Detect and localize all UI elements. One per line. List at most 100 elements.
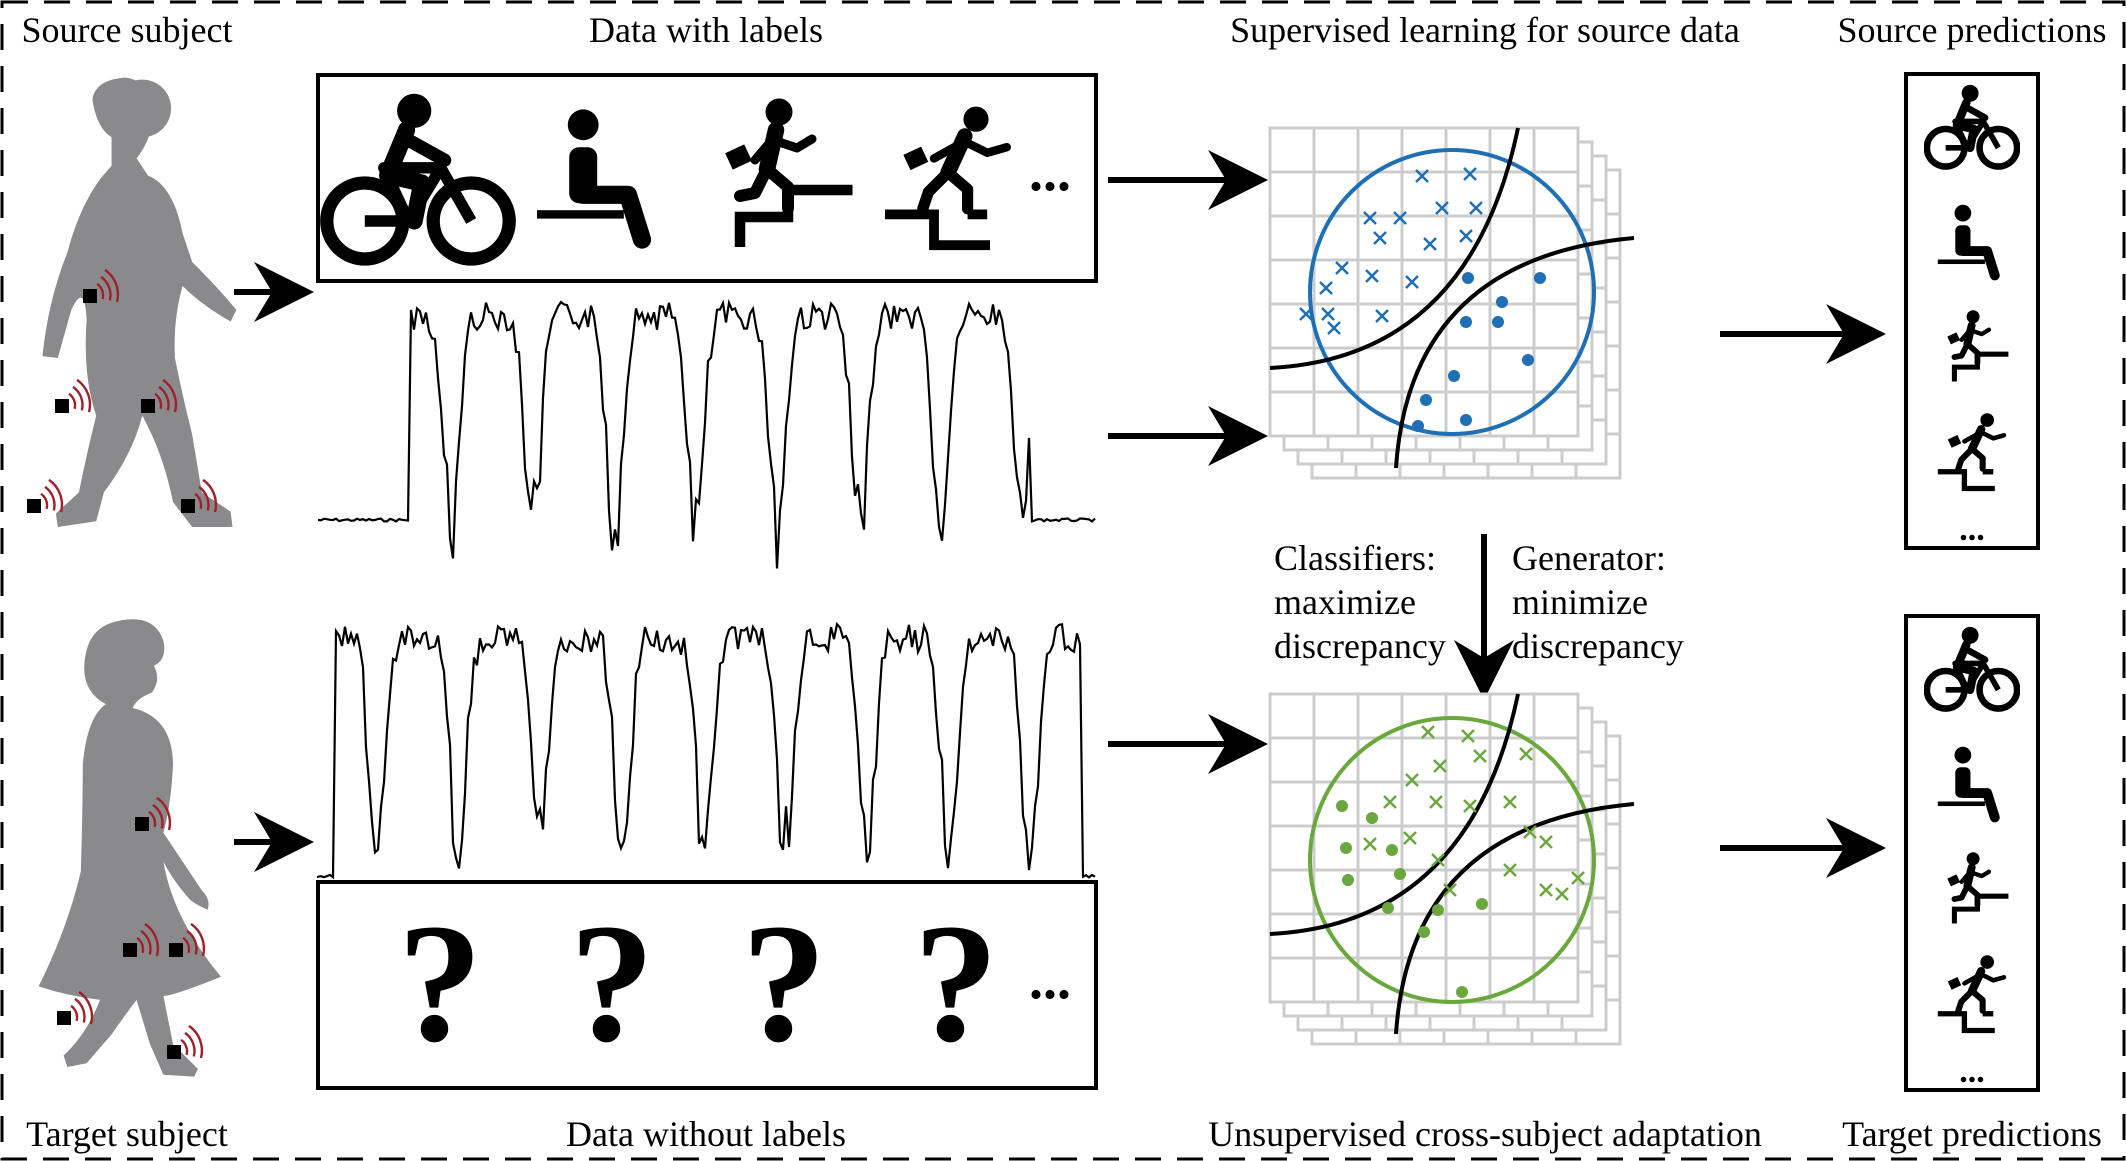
unknown-label-2: ?: [570, 889, 655, 1077]
cross-marker: [1431, 853, 1445, 867]
dot-marker: [1492, 316, 1504, 328]
dot-marker: [1382, 902, 1394, 914]
source-pred-ellipsis: ...: [1959, 511, 1985, 548]
target-predictions-label: Target predictions: [1842, 1114, 2102, 1154]
target-signal-waveform: [316, 621, 1096, 880]
classifiers-label-line3: discrepancy: [1274, 626, 1446, 666]
sensor-wave-icon: [186, 929, 198, 955]
dot-marker: [1432, 904, 1444, 916]
sensor-wave-icon: [154, 392, 163, 410]
target-subject-silhouette: [38, 619, 221, 1077]
dot-marker: [1412, 420, 1424, 432]
cross-marker: [1571, 871, 1585, 885]
decision-boundary-1: [1269, 693, 1520, 936]
sensor-wave-icon: [44, 485, 56, 511]
cross-marker: [1365, 269, 1379, 283]
generator-label-line2: minimize: [1512, 582, 1648, 622]
sensor-wave-icon: [156, 796, 172, 831]
dot-marker: [1386, 844, 1398, 856]
sensor-wave-icon: [188, 1024, 204, 1059]
cross-marker: [1423, 237, 1437, 251]
cross-marker: [1433, 759, 1447, 773]
class-boundary-circle: [1308, 716, 1596, 1004]
cross-marker: [1459, 229, 1473, 243]
sensor-wave-icon: [144, 922, 160, 957]
wearable-sensors: [27, 268, 218, 1059]
sensor-square: [167, 1045, 181, 1059]
dot-marker: [1418, 926, 1430, 938]
sensor-square: [181, 499, 195, 513]
sensor-square: [27, 499, 41, 513]
decision-boundary-1: [1269, 127, 1520, 370]
cross-marker: [1435, 201, 1449, 215]
dot-marker: [1336, 800, 1348, 812]
sensor-wave-icon: [70, 1004, 79, 1022]
cross-marker: [1503, 863, 1517, 877]
cross-marker: [1299, 307, 1313, 321]
cross-marker: [1539, 835, 1553, 849]
sensor-wave-icon: [104, 268, 120, 303]
source-subject-silhouette: [42, 77, 237, 527]
sensor-wave-icon: [74, 997, 86, 1023]
class-boundary-circle: [1308, 148, 1596, 436]
grid-layer: [1268, 692, 1580, 1004]
cross-marker: [1443, 883, 1457, 897]
sensor-square: [83, 289, 97, 303]
unsupervised-adaptation-label: Unsupervised cross-subject adaptation: [1208, 1114, 1762, 1154]
decision-boundary-2: [1394, 236, 1635, 469]
decision-boundary-2: [1394, 802, 1635, 1035]
dot-marker: [1460, 414, 1472, 426]
cross-marker: [1403, 831, 1417, 845]
cross-marker: [1335, 261, 1349, 275]
cross-marker: [1393, 211, 1407, 225]
sensor-wave-icon: [96, 282, 105, 300]
dot-marker: [1462, 272, 1474, 284]
cross-marker: [1429, 795, 1443, 809]
source-subject-label: Source subject: [21, 10, 233, 50]
cross-marker: [1463, 167, 1477, 181]
sensor-wave-icon: [48, 478, 64, 513]
sensor-wave-icon: [184, 1031, 196, 1057]
sensor-wave-icon: [100, 275, 112, 301]
unknown-label-3: ?: [742, 889, 827, 1077]
generator-label-line1: Generator:: [1512, 538, 1666, 578]
unlabeled-data-box: [316, 880, 1098, 1090]
dot-marker: [1456, 986, 1468, 998]
cross-marker: [1473, 749, 1487, 763]
sensor-wave-icon: [72, 385, 84, 411]
sensor-wave-icon: [158, 385, 170, 411]
unknown-label-1: ?: [398, 889, 483, 1077]
cross-marker: [1405, 275, 1419, 289]
cross-marker: [1375, 309, 1389, 323]
sensor-wave-icon: [194, 492, 203, 510]
dot-marker: [1534, 272, 1546, 284]
classifiers-label-line2: maximize: [1274, 582, 1416, 622]
cross-marker: [1539, 883, 1553, 897]
sensor-square: [123, 943, 137, 957]
cross-marker: [1319, 281, 1333, 295]
sensor-square: [141, 399, 155, 413]
cross-marker: [1383, 795, 1397, 809]
cross-marker: [1503, 795, 1517, 809]
generator-label-line3: discrepancy: [1512, 626, 1684, 666]
sensor-wave-icon: [76, 378, 92, 413]
dot-marker: [1342, 874, 1354, 886]
sensor-wave-icon: [162, 378, 178, 413]
dot-marker: [1460, 316, 1472, 328]
dot-marker: [1394, 868, 1406, 880]
dot-marker: [1366, 812, 1378, 824]
sensor-wave-icon: [202, 478, 218, 513]
cross-marker: [1363, 211, 1377, 225]
sensor-square: [135, 817, 149, 831]
sensor-square: [169, 943, 183, 957]
target-feature-space: [1268, 692, 1635, 1046]
sensor-square: [57, 1011, 71, 1025]
labeled-box-ellipsis: ...: [1029, 141, 1071, 203]
sensor-wave-icon: [136, 936, 145, 954]
sensor-wave-icon: [148, 810, 157, 828]
cross-marker: [1373, 231, 1387, 245]
cross-marker: [1519, 747, 1533, 761]
cross-marker: [1523, 825, 1537, 839]
